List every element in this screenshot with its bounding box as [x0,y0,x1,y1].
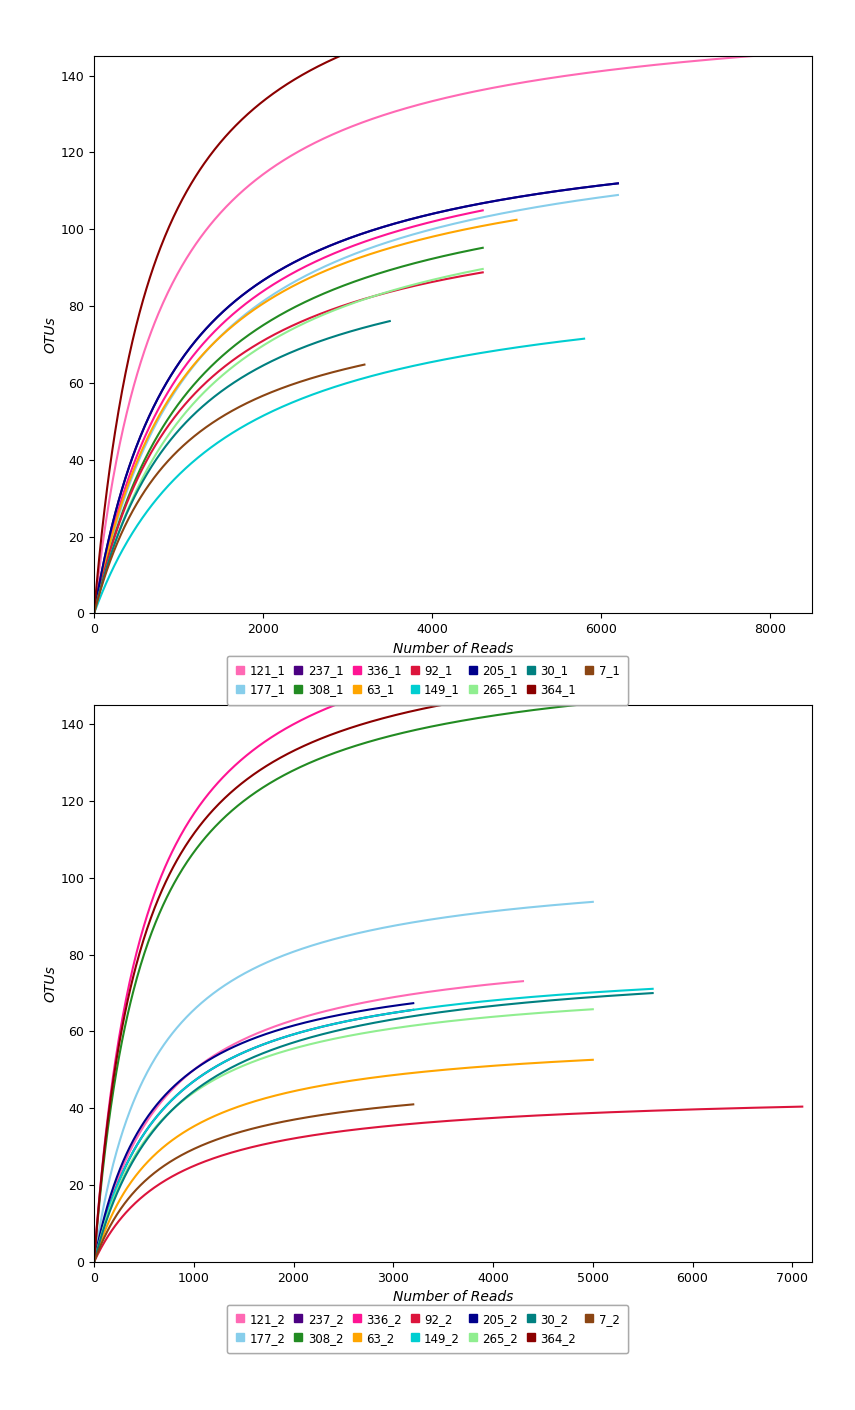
X-axis label: Number of Reads: Number of Reads [393,1290,513,1304]
X-axis label: Number of Reads: Number of Reads [393,642,513,656]
Y-axis label: OTUs: OTUs [44,316,57,354]
Legend: 121_1, 177_1, 237_1, 308_1, 336_1, 63_1, 92_1, 149_1, 205_1, 265_1, 30_1, 364_1,: 121_1, 177_1, 237_1, 308_1, 336_1, 63_1,… [227,656,628,705]
Legend: 121_2, 177_2, 237_2, 308_2, 336_2, 63_2, 92_2, 149_2, 205_2, 265_2, 30_2, 364_2,: 121_2, 177_2, 237_2, 308_2, 336_2, 63_2,… [227,1304,628,1354]
Y-axis label: OTUs: OTUs [44,964,57,1003]
